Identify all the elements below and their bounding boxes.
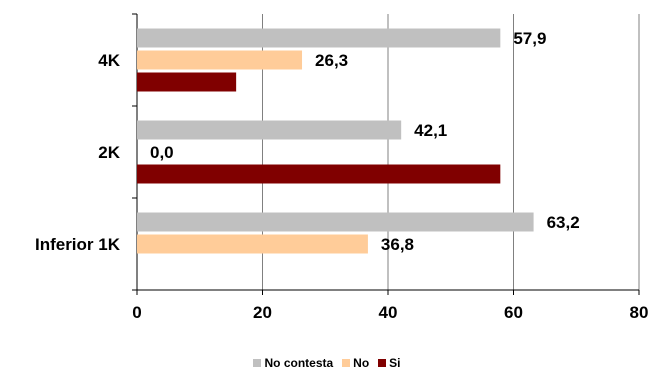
category-label-2k: 2K [98, 143, 120, 162]
legend-item-no: No [342, 356, 369, 370]
legend-swatch-si [378, 359, 387, 367]
legend-item-no-contesta: No contesta [253, 356, 333, 370]
bar-no-contesta-inferior-1k [137, 212, 534, 232]
legend-item-si: Si [378, 356, 401, 370]
bar-no-inferior-1k [137, 234, 368, 254]
x-tick-label-80: 80 [630, 303, 649, 322]
x-tick-label-20: 20 [253, 303, 272, 322]
x-tick-label-40: 40 [379, 303, 398, 322]
bar-no-contesta-4k [137, 28, 501, 48]
bar-no-contesta-2k [137, 120, 402, 140]
legend-label-no-contesta: No contesta [264, 356, 334, 370]
data-label-no-contesta-inferior-1k: 63,2 [547, 213, 580, 232]
bar-si-2k [137, 164, 501, 184]
data-label-no-contesta-2k: 42,1 [414, 121, 447, 140]
bar-si-4k [137, 72, 237, 92]
bar-no-4k [137, 50, 303, 70]
category-label-4k: 4K [98, 51, 120, 70]
legend: No contesta No Si [0, 356, 654, 370]
data-label-no-2k: 0,0 [150, 143, 174, 162]
x-tick-label-60: 60 [504, 303, 523, 322]
data-label-no-inferior-1k: 36,8 [381, 235, 414, 254]
x-tick-label-0: 0 [132, 303, 141, 322]
data-label-no-contesta-4k: 57,9 [513, 29, 546, 48]
category-label-inferior-1k: Inferior 1K [35, 235, 121, 254]
legend-label-no: No [353, 356, 370, 370]
legend-swatch-no-contesta [253, 359, 262, 367]
data-label-no-4k: 26,3 [315, 51, 348, 70]
legend-label-si: Si [389, 356, 401, 370]
legend-swatch-no [342, 359, 351, 367]
